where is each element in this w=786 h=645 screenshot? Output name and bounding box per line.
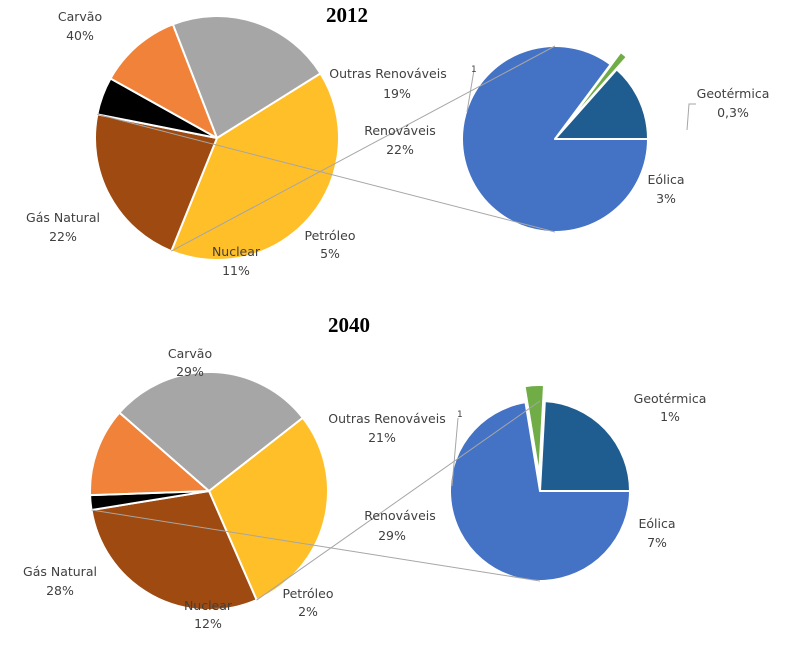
leader-line [451,417,459,487]
value-renovaveis: 22% [386,142,414,157]
slice-carvao [208,416,329,602]
breakdown-slice-eolica [539,400,631,492]
slice-nuclear [89,411,210,497]
value-outras-renovaveis: 21% [368,430,396,445]
value-outras-renovaveis: 19% [383,86,411,101]
slice-renovaveis [94,113,218,253]
label-carvao: Carvão [168,346,212,361]
label-geotermica: Geotérmica [634,391,707,406]
label-eolica: Eólica [647,172,684,187]
connector-line-top [256,400,541,601]
leader-line-geotermica [686,103,696,131]
label-nuclear: Nuclear [184,598,233,613]
label-nuclear: Nuclear [212,244,261,259]
label-carvao: Carvão [58,9,102,24]
label-eolica: Eólica [638,516,675,531]
chart-title: 2012 [326,3,368,27]
label-geotermica: Geotérmica [697,86,770,101]
label-renovaveis: Renováveis [364,123,436,138]
label-outras-renovaveis: Outras Renováveis [328,411,445,426]
leader-line [466,69,475,113]
breakdown-slice-geotermica [564,51,628,128]
breakdown-slice-eolica [554,68,649,140]
slice-gas-natural [171,15,322,139]
value-nuclear: 12% [194,616,222,631]
label-gas-natural: Gás Natural [23,564,97,579]
connector-line-bottom [91,509,541,582]
slice-gas-natural [118,371,304,492]
chart-2012: 2012 Carvão 40% Renováveis 22% Petróleo 5% Nucl… [26,3,769,278]
chart-title: 2040 [328,313,370,337]
value-geotermica: 0,3% [717,105,749,120]
value-eolica: 3% [656,191,676,206]
value-carvao: 40% [66,28,94,43]
value-carvao: 29% [176,364,204,379]
slice-carvao [170,72,340,261]
label-outras-renovaveis: Outras Renováveis [329,66,446,81]
footnote-marker: 1 [471,65,477,75]
slice-nuclear [109,23,218,139]
value-eolica: 7% [647,535,667,550]
breakdown-slice-geotermica [523,384,546,477]
connector-line-bottom [97,113,556,233]
value-geotermica: 1% [660,409,680,424]
label-renovaveis: Renováveis [364,508,436,523]
connector-line-top [171,45,556,252]
label-gas-natural: Gás Natural [26,210,100,225]
value-gas-natural: 28% [46,583,74,598]
value-petroleo: 5% [320,246,340,261]
value-nuclear: 11% [222,263,250,278]
value-renovaveis: 29% [378,528,406,543]
chart-2040: 2040 Carvão 29% Renováveis 29% Petróleo 2% Nucl… [23,313,706,631]
label-petroleo: Petróleo [304,228,355,243]
value-gas-natural: 22% [49,229,77,244]
value-petroleo: 2% [298,604,318,619]
label-petroleo: Petróleo [282,586,333,601]
slice-renovaveis [90,490,258,611]
footnote-marker: 1 [457,410,463,420]
